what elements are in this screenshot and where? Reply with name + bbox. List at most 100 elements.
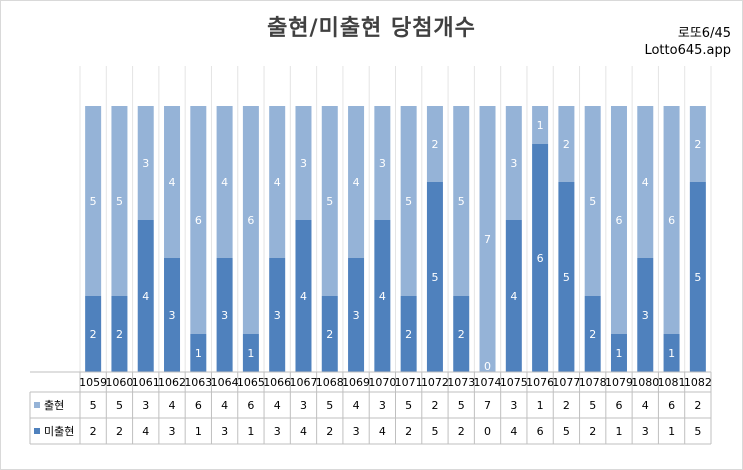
table-cell: 6 [247, 399, 254, 412]
table-cell: 5 [458, 399, 465, 412]
table-cell: 6 [615, 399, 622, 412]
data-label-not-appeared: 2 [116, 328, 123, 341]
data-label-not-appeared: 2 [405, 328, 412, 341]
bar-not-appeared [637, 258, 654, 372]
data-label-not-appeared: 1 [668, 347, 675, 360]
data-label-appeared: 5 [589, 195, 596, 208]
data-label-not-appeared: 5 [563, 271, 570, 284]
bar-not-appeared [190, 334, 207, 372]
x-tick-label: 1066 [263, 376, 291, 389]
table-cell: 3 [274, 425, 281, 438]
bar-not-appeared [400, 296, 417, 372]
data-label-not-appeared: 6 [537, 252, 544, 265]
bar-appeared [663, 106, 680, 334]
bar-appeared [269, 106, 286, 258]
table-cell: 4 [642, 399, 649, 412]
bar-not-appeared [689, 182, 706, 372]
table-cell: 3 [353, 425, 360, 438]
bar-appeared [689, 106, 706, 182]
table-cell: 1 [195, 425, 202, 438]
data-label-appeared: 4 [169, 176, 176, 189]
data-label-not-appeared: 5 [694, 271, 701, 284]
table-cell: 4 [300, 425, 307, 438]
data-label-appeared: 5 [458, 195, 465, 208]
legend-key [34, 402, 40, 408]
x-tick-label: 1064 [211, 376, 239, 389]
x-tick-label: 1063 [184, 376, 212, 389]
data-label-not-appeared: 0 [484, 360, 491, 373]
bar-appeared [137, 106, 154, 220]
legend-label: 출현 [44, 399, 64, 412]
bar-not-appeared [216, 258, 233, 372]
table-cell: 4 [221, 399, 228, 412]
table-cell: 1 [247, 425, 254, 438]
data-label-not-appeared: 2 [458, 328, 465, 341]
table-cell: 2 [694, 399, 701, 412]
table-cell: 4 [169, 399, 176, 412]
table-cell: 3 [642, 425, 649, 438]
data-label-appeared: 2 [694, 138, 701, 151]
x-tick-label: 1068 [316, 376, 344, 389]
table-cell: 2 [405, 425, 412, 438]
x-tick-label: 1071 [395, 376, 423, 389]
table-cell: 2 [431, 399, 438, 412]
bar-not-appeared [426, 182, 443, 372]
bar-appeared [216, 106, 233, 258]
data-label-appeared: 4 [642, 176, 649, 189]
table-cell: 5 [405, 399, 412, 412]
bar-not-appeared [295, 220, 312, 372]
data-label-appeared: 3 [379, 157, 386, 170]
bar-not-appeared [269, 258, 286, 372]
x-tick-label: 1061 [132, 376, 160, 389]
data-label-appeared: 5 [116, 195, 123, 208]
x-tick-label: 1078 [579, 376, 607, 389]
data-label-appeared: 4 [221, 176, 228, 189]
data-label-appeared: 6 [615, 214, 622, 227]
bar-not-appeared [348, 258, 365, 372]
table-cell: 4 [274, 399, 281, 412]
table-cell: 4 [510, 425, 517, 438]
table-cell: 1 [615, 425, 622, 438]
x-tick-label: 1079 [605, 376, 633, 389]
data-label-not-appeared: 4 [510, 290, 517, 303]
bar-not-appeared [85, 296, 102, 372]
x-tick-label: 1076 [526, 376, 554, 389]
x-tick-label: 1067 [289, 376, 317, 389]
x-tick-label: 1059 [79, 376, 107, 389]
bar-appeared [532, 106, 549, 144]
table-cell: 2 [589, 425, 596, 438]
data-label-appeared: 5 [90, 195, 97, 208]
bar-appeared [453, 106, 470, 296]
bar-not-appeared [610, 334, 627, 372]
data-label-appeared: 5 [326, 195, 333, 208]
bar-not-appeared [137, 220, 154, 372]
table-cell: 3 [142, 399, 149, 412]
bar-appeared [610, 106, 627, 334]
bar-not-appeared [558, 182, 575, 372]
bar-not-appeared [584, 296, 601, 372]
data-label-appeared: 7 [484, 233, 491, 246]
data-label-not-appeared: 2 [90, 328, 97, 341]
bar-appeared [637, 106, 654, 258]
x-tick-label: 1074 [474, 376, 502, 389]
data-label-appeared: 2 [563, 138, 570, 151]
bar-appeared [374, 106, 391, 220]
data-label-appeared: 3 [510, 157, 517, 170]
x-tick-label: 1072 [421, 376, 449, 389]
x-tick-label: 1075 [500, 376, 528, 389]
brand-label: 로또6/45 [677, 26, 731, 41]
table-cell: 3 [510, 399, 517, 412]
table-cell: 1 [668, 425, 675, 438]
table-cell: 4 [353, 399, 360, 412]
bar-not-appeared [663, 334, 680, 372]
bar-appeared [505, 106, 522, 220]
data-label-not-appeared: 1 [247, 347, 254, 360]
bar-not-appeared [505, 220, 522, 372]
table-cell: 2 [90, 425, 97, 438]
table-cell: 5 [90, 399, 97, 412]
bar-appeared [400, 106, 417, 296]
data-label-not-appeared: 3 [642, 309, 649, 322]
bar-appeared [190, 106, 207, 334]
bar-appeared [295, 106, 312, 220]
